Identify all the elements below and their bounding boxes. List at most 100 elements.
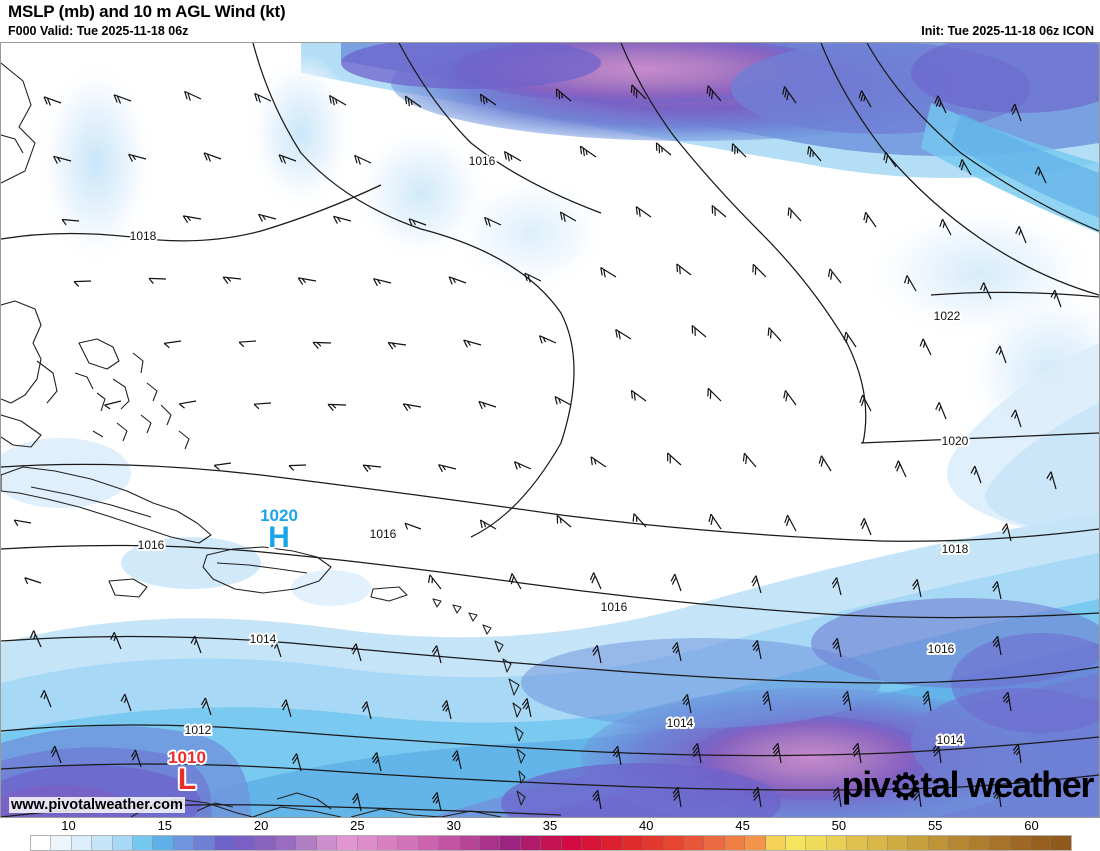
colorbar-swatch (561, 836, 582, 850)
svg-text:1014: 1014 (250, 632, 277, 646)
colorbar-swatch (581, 836, 603, 850)
colorbar-swatch (724, 836, 746, 850)
colorbar-swatch (92, 836, 113, 850)
colorbar-swatch (928, 836, 950, 850)
colorbar-swatches (30, 835, 1072, 851)
coastline-layer (1, 62, 526, 817)
colorbar-swatch (173, 836, 195, 850)
colorbar-swatch (112, 836, 134, 850)
logo-text-pre: piv (841, 764, 891, 805)
svg-text:1014: 1014 (250, 632, 277, 646)
colorbar-tick: 30 (446, 818, 461, 833)
wind-speed-fill-layer (1, 43, 1099, 817)
svg-text:1012: 1012 (185, 723, 212, 737)
svg-text:1016: 1016 (370, 527, 397, 541)
svg-text:1014: 1014 (667, 716, 694, 730)
colorbar-swatch (541, 836, 562, 850)
svg-text:1014: 1014 (937, 733, 964, 747)
svg-text:1014: 1014 (667, 716, 694, 730)
colorbar-swatch (398, 836, 419, 850)
svg-text:1018: 1018 (130, 229, 157, 243)
map-canvas[interactable]: 1016 1016 1018 1018 1022 1022 1020 1020 1016 1016… (0, 42, 1100, 818)
colorbar-swatch (765, 836, 787, 850)
colorbar-swatch (439, 836, 460, 850)
svg-text:1016: 1016 (928, 642, 955, 656)
colorbar-swatch (296, 836, 317, 850)
colorbar-swatch (316, 836, 338, 850)
colorbar-swatch (1010, 836, 1031, 850)
valid-time-label: F000 Valid: Tue 2025-11-18 06z (8, 24, 189, 38)
colorbar-tick: 25 (350, 818, 365, 833)
colorbar-swatch (337, 836, 358, 850)
svg-text:1018: 1018 (130, 229, 157, 243)
colorbar-tick: 60 (1024, 818, 1039, 833)
colorbar-tick: 50 (831, 818, 847, 833)
colorbar-swatch (31, 836, 52, 850)
colorbar-swatch (867, 836, 889, 850)
isobar-layer (1, 43, 1099, 817)
colorbar-swatch (194, 836, 215, 850)
colorbar-swatch (520, 836, 542, 850)
colorbar-swatch (255, 836, 276, 850)
colorbar-swatch (684, 836, 705, 850)
colorbar-swatch (969, 836, 991, 850)
colorbar-tick-labels: 10 15 20 25 30 35 40 45 50 55 60 (0, 818, 1100, 834)
map-graphics: 1016101610181018102210221020102010161016… (1, 43, 1099, 817)
colorbar-tick: 15 (157, 818, 173, 833)
svg-text:1016: 1016 (928, 642, 955, 656)
colorbar-swatch (479, 836, 501, 850)
svg-text:1016: 1016 (370, 527, 397, 541)
colorbar-swatch (847, 836, 868, 850)
colorbar-tick: 40 (639, 818, 654, 833)
colorbar-legend[interactable]: 10 15 20 25 30 35 40 45 50 55 60 (0, 818, 1100, 851)
colorbar-tick: 20 (253, 818, 269, 833)
colorbar-swatch (357, 836, 378, 850)
website-url[interactable]: www.pivotalweather.com (9, 797, 185, 813)
colorbar-swatch (377, 836, 399, 850)
svg-text:1014: 1014 (937, 733, 964, 747)
colorbar-swatch (71, 836, 93, 850)
colorbar-swatch (643, 836, 664, 850)
colorbar-swatch (622, 836, 644, 850)
colorbar-swatch (990, 836, 1011, 850)
svg-text:1016: 1016 (138, 538, 165, 552)
colorbar-swatch (51, 836, 72, 850)
colorbar-swatch (745, 836, 766, 850)
colorbar-swatch (500, 836, 521, 850)
init-time-label: Init: Tue 2025-11-18 06z ICON (921, 24, 1094, 38)
svg-text:1022: 1022 (934, 309, 961, 323)
colorbar-swatch (214, 836, 236, 850)
colorbar-tick: 35 (542, 818, 558, 833)
colorbar-swatch (459, 836, 480, 850)
svg-text:1016: 1016 (469, 154, 496, 168)
colorbar-swatch (704, 836, 725, 850)
colorbar-swatch (786, 836, 807, 850)
colorbar-swatch (1030, 836, 1052, 850)
colorbar-swatch (806, 836, 827, 850)
svg-text:1018: 1018 (942, 542, 969, 556)
colorbar-swatch (235, 836, 256, 850)
gear-icon: ⚙ (889, 766, 921, 807)
colorbar-swatch (1051, 836, 1071, 850)
map-header: MSLP (mb) and 10 m AGL Wind (kt) F000 Va… (0, 0, 1100, 46)
svg-text:1022: 1022 (934, 309, 961, 323)
colorbar-tick: 55 (927, 818, 943, 833)
svg-text:1018: 1018 (942, 542, 969, 556)
colorbar-swatch (418, 836, 440, 850)
svg-text:1012: 1012 (185, 723, 212, 737)
svg-text:1016: 1016 (601, 600, 628, 614)
colorbar-swatch (133, 836, 154, 850)
colorbar-swatch (602, 836, 623, 850)
svg-text:1016: 1016 (601, 600, 628, 614)
